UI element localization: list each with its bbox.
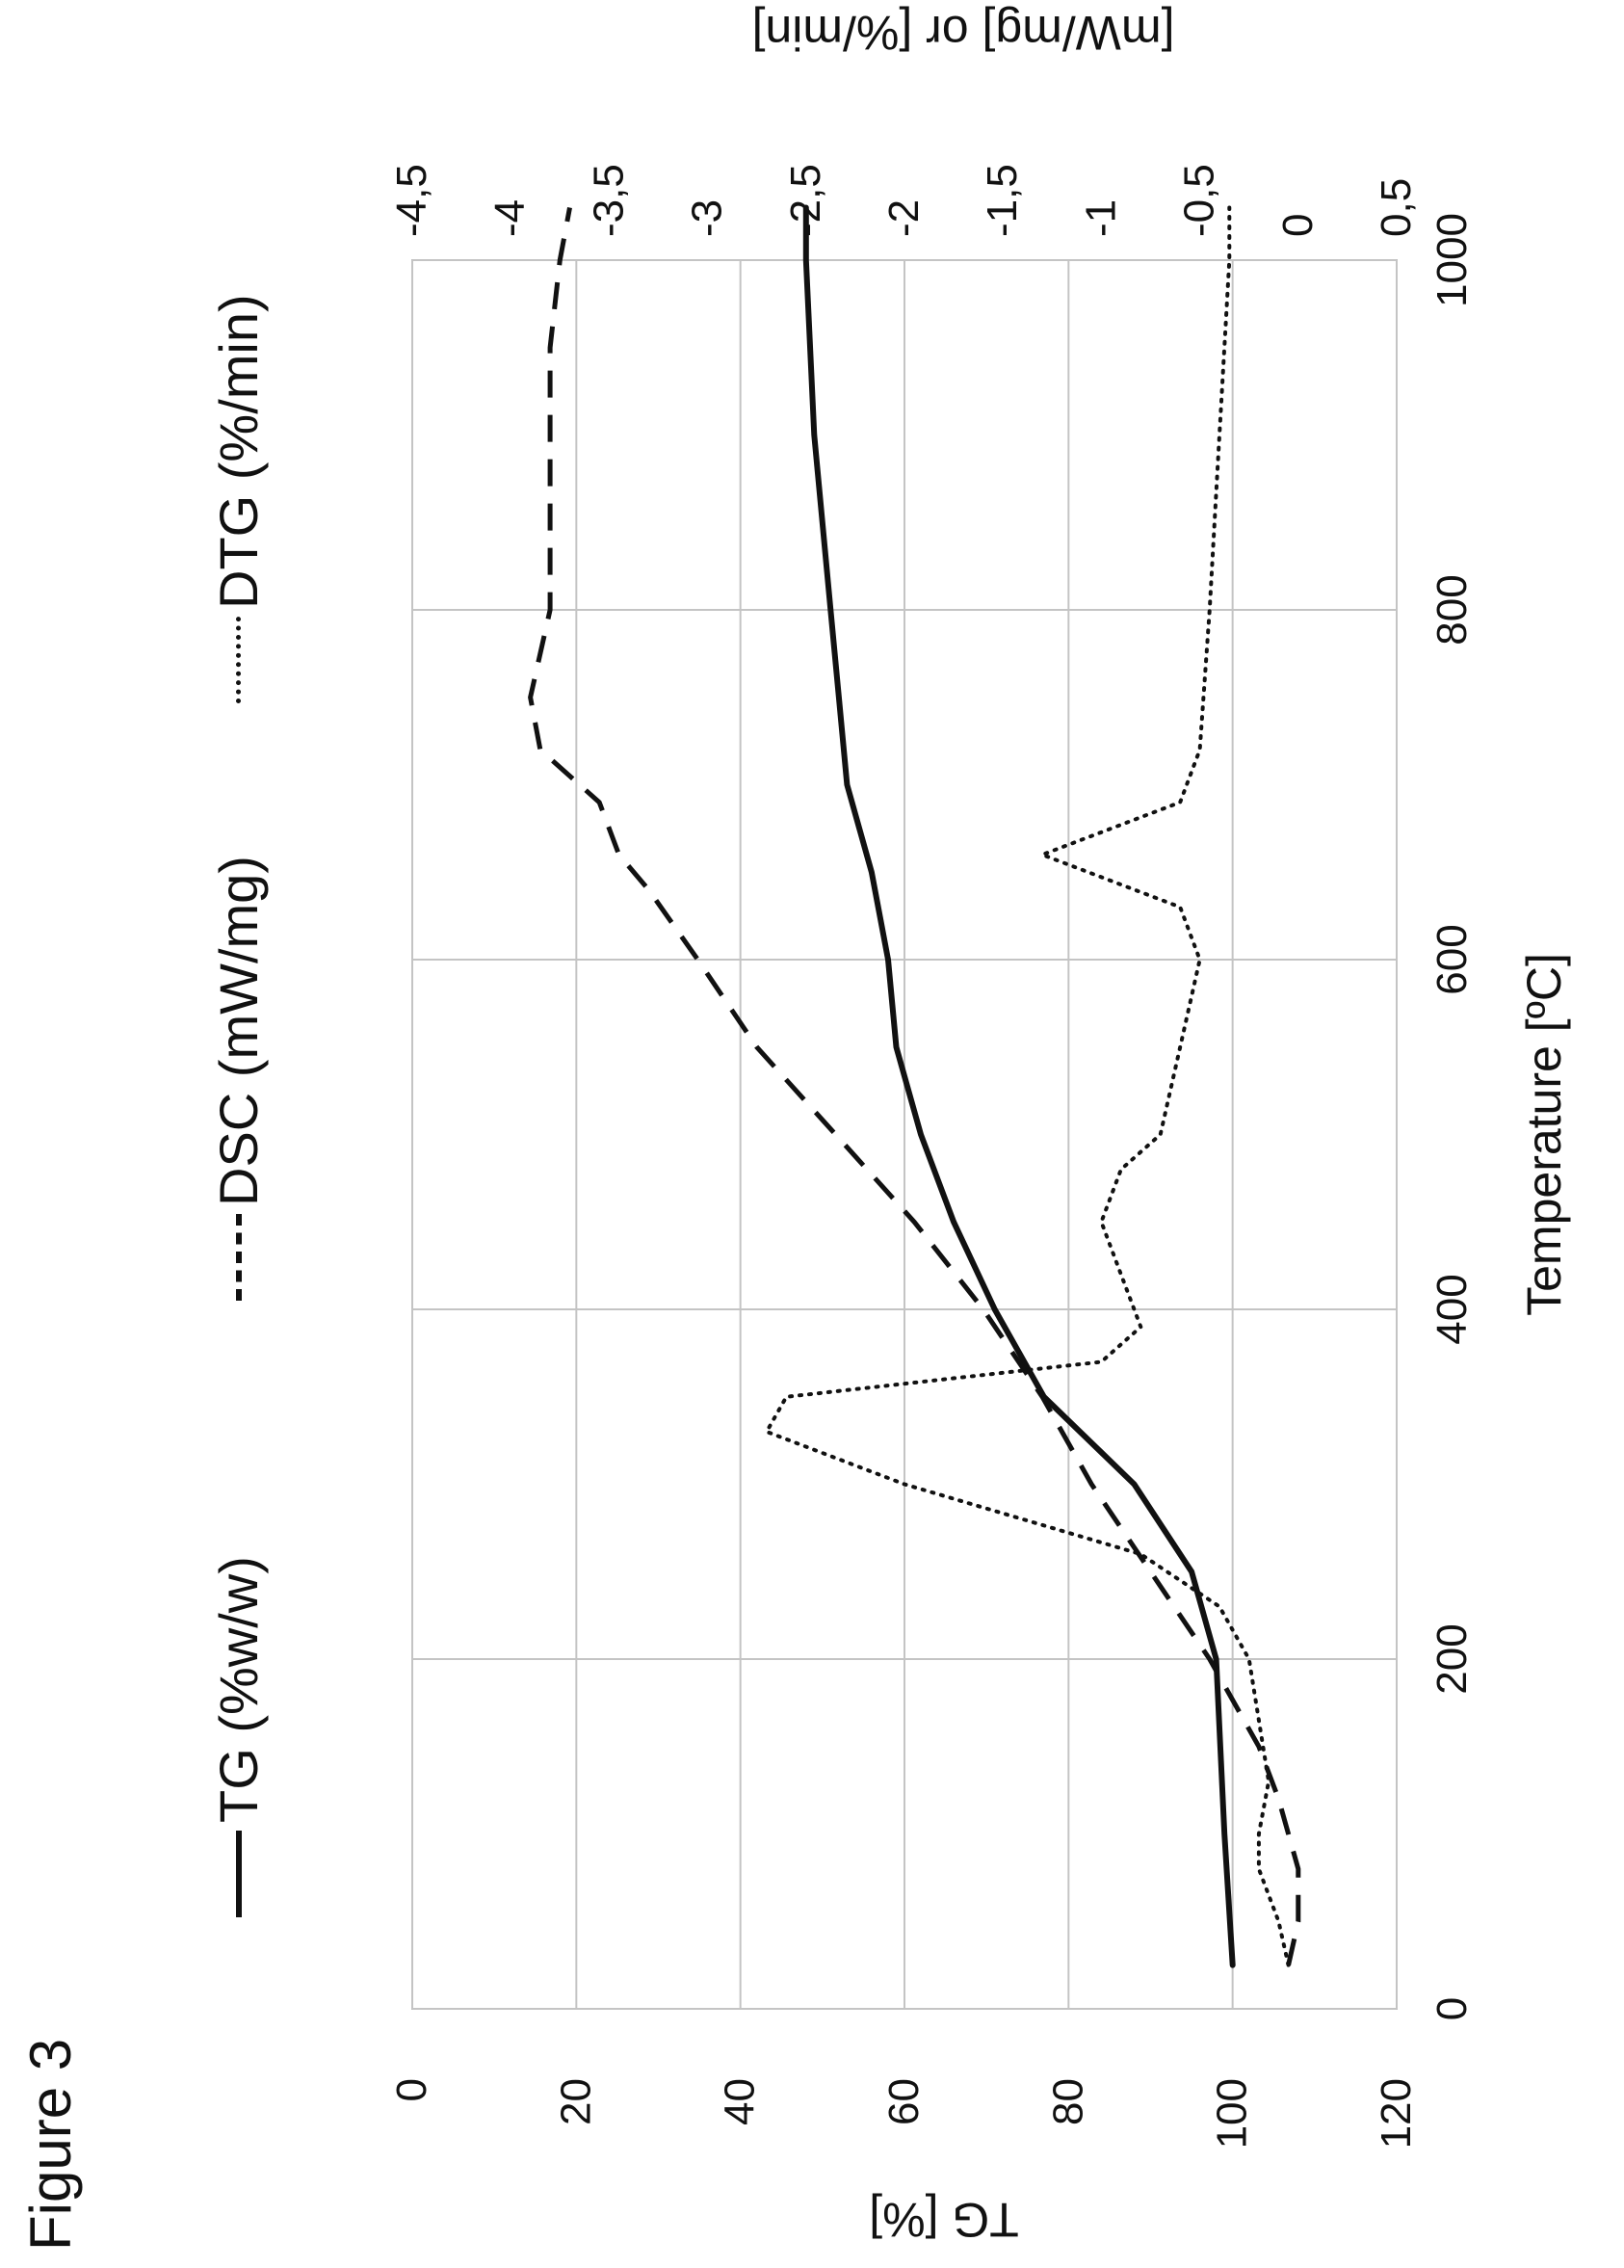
temp-tick-label-0: 0 bbox=[1428, 1997, 1476, 2020]
right-axis-tick-label-3: -1 bbox=[1077, 199, 1124, 237]
tg-tick-label-2: 40 bbox=[717, 2078, 764, 2125]
tg-tick-label-5: 100 bbox=[1209, 2078, 1256, 2149]
right-axis-tick-label-0: 0,5 bbox=[1373, 178, 1420, 237]
temp-tick-label-3: 600 bbox=[1428, 924, 1476, 994]
right-axis-tick-label-1: 0 bbox=[1274, 214, 1322, 237]
temp-tick-label-2: 400 bbox=[1428, 1274, 1476, 1344]
right-axis-tick-label-4: -1,5 bbox=[979, 164, 1026, 237]
tg-tick-label-1: 20 bbox=[552, 2078, 599, 2125]
right-axis-tick-label-9: -4 bbox=[486, 199, 534, 237]
x-axis-title: Temperature [ºC] bbox=[1517, 953, 1571, 1316]
temp-tick-label-5: 1000 bbox=[1428, 213, 1476, 307]
tg-tick-label-4: 80 bbox=[1044, 2078, 1091, 2125]
right-axis-tick-label-8: -3,5 bbox=[585, 164, 632, 237]
temp-tick-label-4: 800 bbox=[1428, 574, 1476, 645]
right-axis-tick-label-2: -0,5 bbox=[1176, 164, 1223, 237]
right-axis-tick-label-5: -2 bbox=[880, 199, 928, 237]
tg-tick-label-6: 120 bbox=[1373, 2078, 1420, 2149]
right-axis-tick-label-10: -4,5 bbox=[388, 164, 435, 237]
series-line-dtg bbox=[764, 205, 1291, 1967]
tg-tick-label-3: 60 bbox=[880, 2078, 928, 2125]
right-axis-tick-label-7: -3 bbox=[684, 199, 731, 237]
tg-tick-label-0: 0 bbox=[388, 2078, 435, 2101]
temp-tick-label-1: 200 bbox=[1428, 1623, 1476, 1694]
series-line-dsc bbox=[528, 207, 1301, 1966]
left-axis-title: TG [%] bbox=[869, 2193, 1019, 2247]
series-line-tg bbox=[802, 204, 1236, 1968]
right-axis-title: [mW/mg] or [%/min] bbox=[752, 6, 1175, 60]
